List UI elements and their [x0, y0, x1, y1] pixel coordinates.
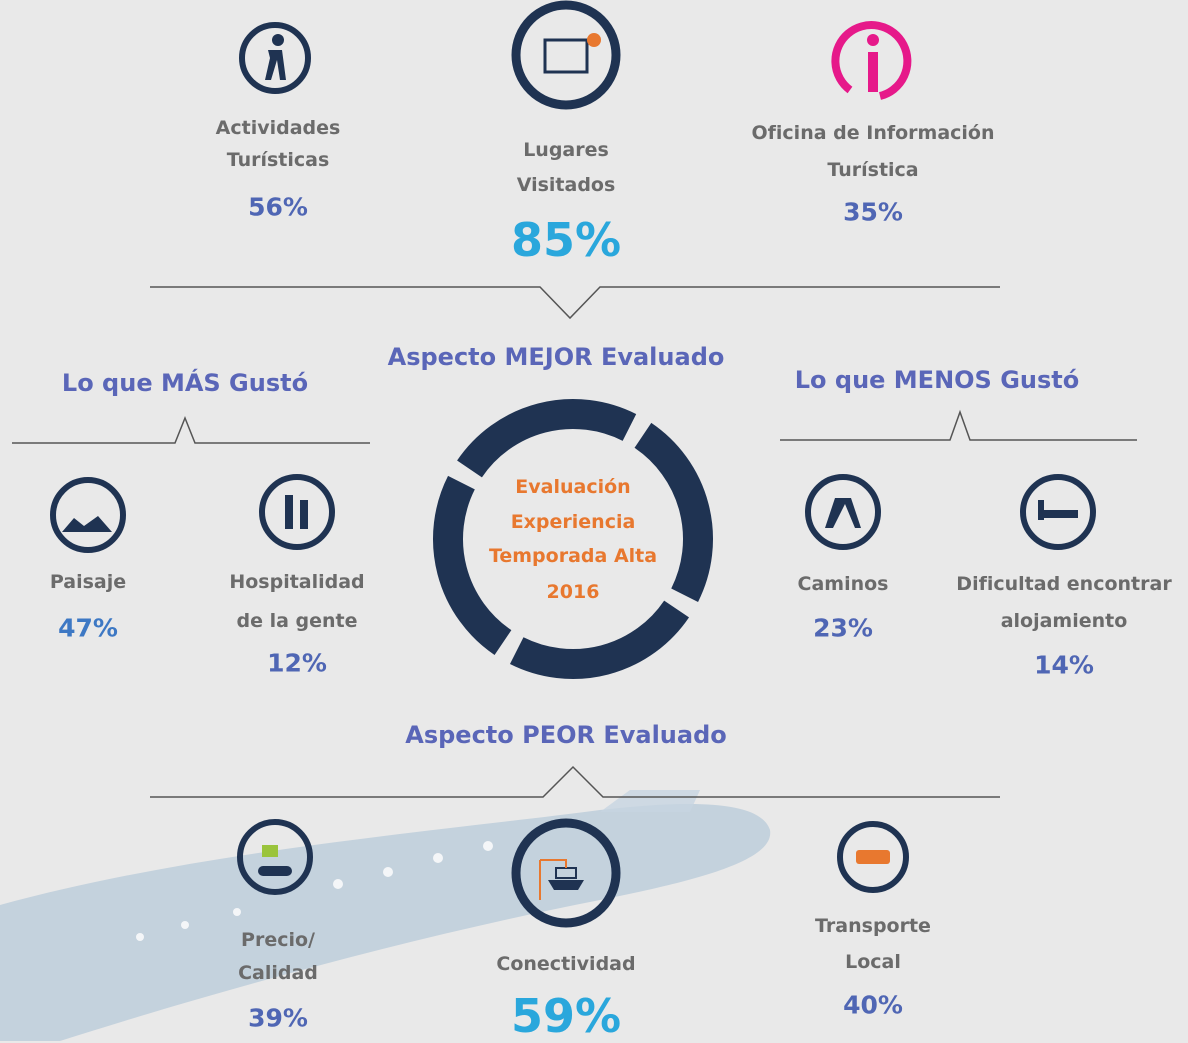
icon-bed [1020, 474, 1096, 550]
label: Calidad [238, 962, 318, 984]
icon-bus [837, 821, 909, 893]
info-stem [868, 52, 878, 92]
hiker-body [265, 50, 286, 80]
window [433, 853, 443, 863]
icon-price [237, 819, 313, 895]
icon-hiker [239, 22, 311, 94]
label: Turísticas [226, 149, 330, 171]
heading: Lo que MENOS Gustó [794, 366, 1080, 394]
label: de la gente [236, 610, 358, 632]
plane-shape [0, 804, 771, 1041]
value: 23% [813, 613, 873, 643]
info-dot [867, 34, 879, 46]
value: 39% [248, 1003, 308, 1033]
bus-glyph [856, 850, 890, 864]
value: 12% [267, 648, 327, 678]
icon-info [831, 21, 912, 100]
quality-glyph [258, 866, 292, 876]
window [483, 841, 493, 851]
label: Lugares [523, 139, 609, 161]
plane-windows [136, 841, 493, 941]
hiker-head [272, 34, 284, 46]
map-glyph [543, 38, 589, 74]
value: 85% [510, 213, 622, 267]
label: alojamiento [1000, 610, 1128, 632]
icon-landscape [50, 477, 126, 553]
value: 56% [248, 192, 308, 222]
person [300, 500, 308, 529]
icon-glyphs [62, 34, 1078, 890]
value: 14% [1034, 650, 1094, 680]
label: Paisaje [49, 571, 127, 593]
center-text: Temporada Alta [488, 545, 658, 567]
person [285, 495, 293, 529]
icon-map [511, 0, 621, 110]
ship-glyph [548, 880, 584, 890]
heading: Lo que MÁS Gustó [61, 369, 309, 397]
plane-tail [600, 790, 700, 812]
window [136, 933, 144, 941]
value: 40% [843, 990, 903, 1020]
icon-family [259, 474, 335, 550]
divider [150, 765, 1000, 798]
money-glyph [262, 845, 278, 857]
center-text: Experiencia [510, 511, 636, 533]
divider [780, 409, 1137, 441]
center-text: 2016 [546, 581, 600, 603]
label: Dificultad encontrar [956, 573, 1172, 595]
window [333, 879, 343, 889]
value: 35% [843, 197, 903, 227]
ring [433, 399, 713, 679]
road-glyph [825, 498, 861, 528]
crane-glyph [539, 859, 567, 900]
value: 47% [58, 613, 118, 643]
map-pin [587, 33, 601, 47]
info-ring [831, 21, 912, 100]
label: Precio/ [241, 929, 315, 951]
window [181, 921, 189, 929]
heading: Aspecto PEOR Evaluado [405, 721, 727, 749]
label: Oficina de Información [751, 122, 995, 144]
heading: Aspecto MEJOR Evaluado [387, 343, 725, 371]
divider [150, 286, 1000, 320]
label: Hospitalidad [229, 571, 365, 593]
label: Visitados [516, 174, 616, 196]
label: Local [845, 951, 901, 973]
window [383, 867, 393, 877]
mountain [62, 516, 112, 532]
icon-road [805, 474, 881, 550]
window [233, 908, 241, 916]
label: Caminos [797, 573, 889, 595]
icon-ship [511, 818, 621, 928]
label: Transporte [815, 915, 931, 937]
label: Turística [827, 159, 919, 181]
bed-glyph [1038, 500, 1044, 520]
label: Conectividad [496, 953, 636, 975]
divider [12, 415, 370, 444]
value: 59% [510, 989, 622, 1043]
label: Actividades [215, 117, 341, 139]
bed-glyph [1038, 510, 1078, 518]
center-text: Evaluación [515, 476, 631, 498]
